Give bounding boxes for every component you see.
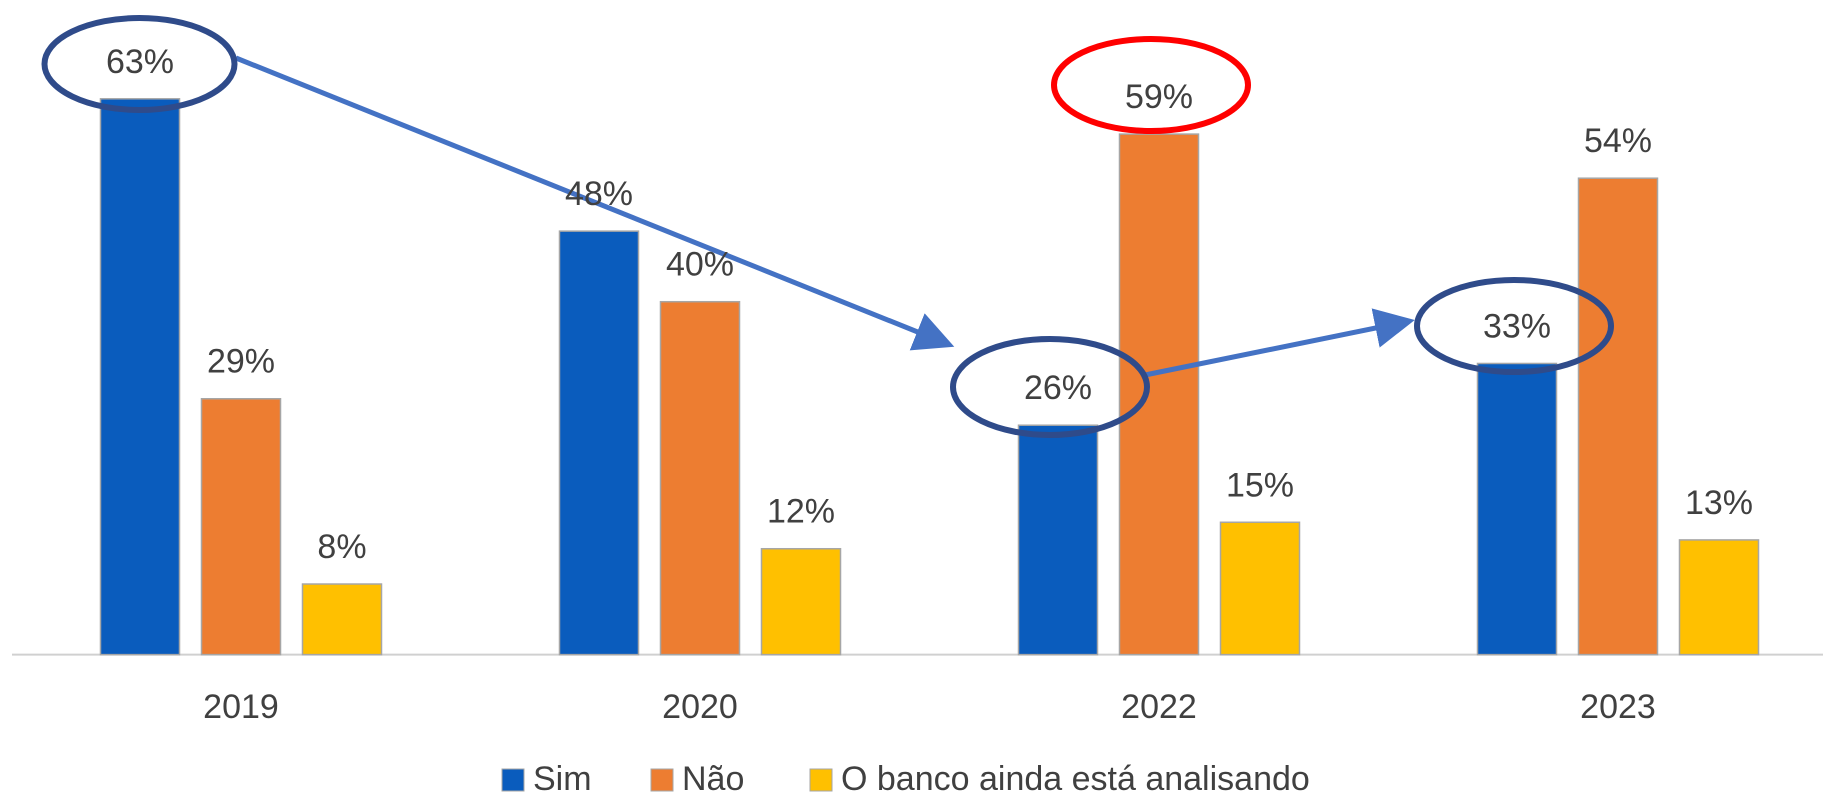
bar [558,230,640,656]
bar [1118,133,1200,656]
data-label: 26% [1024,369,1092,407]
highlight-ellipse [41,15,238,113]
data-label: 40% [666,246,734,284]
data-label: 33% [1483,307,1551,345]
arrow [1144,308,1415,378]
bar [1017,424,1099,656]
x-tick-label: 2022 [1121,688,1197,726]
bars [99,98,1760,656]
bar [1577,177,1659,656]
bar [659,300,741,656]
bar [1219,521,1301,656]
arrow [235,55,955,351]
highlight-ellipse [1051,36,1251,134]
x-tick-label: 2019 [203,688,279,726]
highlight-ellipse [950,336,1150,438]
bar [99,98,181,656]
annotations [41,15,1614,438]
x-tick-label: 2023 [1580,688,1656,726]
legend-swatch [501,768,525,792]
data-label: 63% [106,43,174,81]
data-label: 8% [317,528,366,566]
labels: 2019 63% 29% 8% 2020 48% 40% 12% 2022 26% 59% 15% 20… [106,43,1753,798]
data-label: 54% [1584,122,1652,160]
bar [1476,362,1558,656]
data-label: 59% [1125,78,1193,116]
legend-swatch [809,768,833,792]
bar [1678,539,1760,656]
x-tick-label: 2020 [662,688,738,726]
data-label: 29% [207,343,275,381]
bar [301,583,383,656]
data-label: 48% [565,175,633,213]
legend-label: Sim [533,760,592,798]
highlight-ellipse [1414,277,1614,375]
data-label: 13% [1685,484,1753,522]
legend-swatch [650,768,674,792]
legend-label: O banco ainda está analisando [841,760,1310,798]
data-label: 12% [767,493,835,531]
data-label: 15% [1226,466,1294,504]
legend-label: Não [682,760,744,798]
bar [200,398,282,656]
bar [760,547,842,656]
